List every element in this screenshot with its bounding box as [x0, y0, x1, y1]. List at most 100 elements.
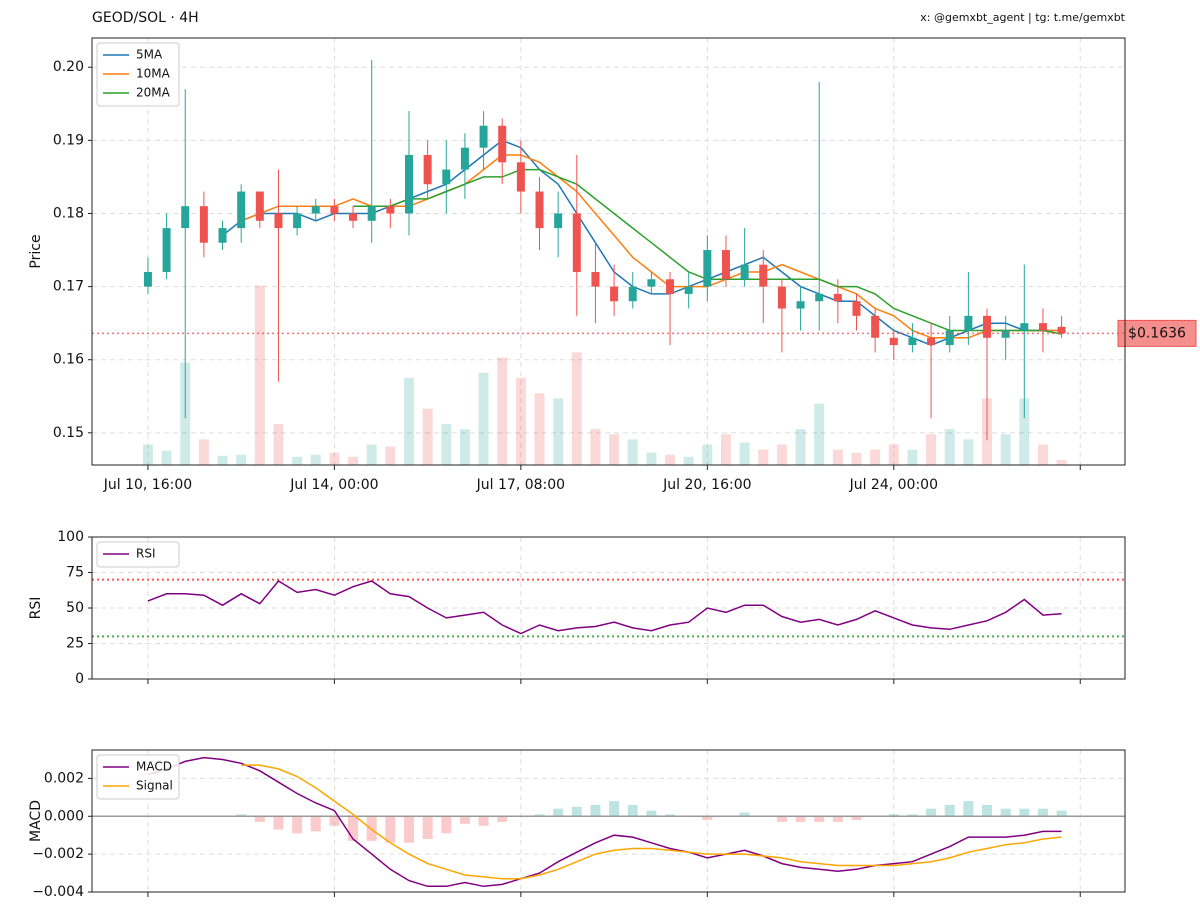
histogram-bar	[702, 816, 713, 821]
histogram-bar	[590, 804, 601, 817]
volume-bar	[515, 377, 526, 465]
volume-bar	[832, 449, 843, 465]
volume-bar	[1000, 434, 1011, 465]
histogram-bar	[907, 814, 918, 817]
y-axis-label: RSI	[28, 597, 44, 620]
volume-bar	[627, 439, 638, 465]
volume-bar	[161, 450, 172, 465]
volume-bar	[403, 377, 414, 465]
last-price-label: $0.1636	[1128, 325, 1186, 341]
volume-bar	[944, 429, 955, 465]
candle-body	[404, 154, 413, 214]
volume-bar	[366, 444, 377, 465]
histogram-bar	[1037, 808, 1048, 817]
volume-bar	[665, 454, 676, 465]
volume-bar	[609, 434, 620, 465]
candle-body	[927, 337, 936, 346]
volume-bar	[851, 452, 862, 465]
candle-body	[460, 147, 469, 170]
y-tick-label: 0.15	[53, 425, 84, 441]
candle-body	[479, 125, 488, 148]
histogram-bar	[459, 816, 470, 824]
histogram-bar	[329, 816, 340, 826]
x-tick-label: Jul 10, 16:00	[103, 477, 192, 493]
volume-bar	[142, 444, 153, 465]
candle-body	[218, 228, 227, 243]
y-tick-label: 0.19	[53, 132, 84, 148]
candle-body	[647, 279, 656, 287]
candle-body	[666, 279, 675, 294]
candle-body	[815, 293, 824, 302]
histogram-bar	[609, 801, 620, 817]
volume-bar	[888, 444, 899, 465]
volume-bar	[422, 408, 433, 465]
legend-label: Signal	[136, 779, 173, 793]
volume-bar	[571, 352, 582, 465]
histogram-bar	[1019, 808, 1030, 817]
volume-bar	[236, 454, 247, 465]
legend-box	[96, 541, 180, 568]
candle-body	[964, 315, 973, 331]
y-tick-label: 0.17	[53, 279, 84, 295]
histogram-bar	[646, 810, 657, 817]
volume-bar	[198, 439, 209, 465]
histogram-bar	[888, 814, 899, 817]
candle-body	[945, 330, 954, 346]
histogram-bar	[944, 804, 955, 817]
plot-frame	[91, 536, 1126, 680]
volume-bar	[459, 429, 470, 465]
candle-body	[628, 286, 637, 302]
histogram-bar	[310, 816, 321, 832]
plot-frame	[91, 749, 1126, 893]
candle-body	[293, 213, 302, 229]
volume-bar	[1037, 444, 1048, 465]
histogram-bar	[422, 816, 433, 839]
legend-label: 10MA	[136, 67, 171, 81]
histogram-bar	[926, 808, 937, 817]
candle-body	[908, 337, 917, 346]
volume-bar	[497, 357, 508, 465]
histogram-bar	[348, 816, 359, 841]
histogram-bar	[814, 816, 825, 822]
histogram-bar	[963, 801, 974, 817]
legend-box	[96, 42, 180, 107]
candle-body	[535, 191, 544, 229]
histogram-bar	[832, 816, 843, 822]
candle-body	[871, 315, 880, 338]
histogram-bar	[739, 812, 750, 817]
legend-label: MACD	[136, 760, 172, 774]
candle-body	[777, 286, 786, 309]
histogram-bar	[273, 816, 284, 830]
volume-bar	[739, 442, 750, 465]
volume-bar	[273, 424, 284, 465]
candle-body	[237, 191, 246, 229]
candle-body	[852, 301, 861, 316]
last-price-box	[1117, 319, 1197, 347]
volume-bar	[534, 393, 545, 465]
volume-bar	[702, 444, 713, 465]
candle-body	[983, 315, 992, 338]
series-line	[222, 139, 1062, 346]
histogram-bar	[441, 816, 452, 834]
candle-body	[181, 206, 190, 229]
y-tick-label: −0.002	[32, 846, 84, 862]
y-tick-label: 50	[66, 600, 84, 616]
candle-body	[889, 337, 898, 346]
x-tick-label: Jul 14, 00:00	[289, 477, 378, 493]
histogram-bar	[292, 816, 303, 834]
volume-bar	[590, 429, 601, 465]
candle-body	[572, 213, 581, 272]
candle-body	[498, 125, 507, 163]
candle-body	[554, 213, 563, 229]
candle-body	[330, 206, 339, 214]
volume-bar	[646, 452, 657, 465]
candle-body	[386, 206, 395, 214]
candle-body	[516, 162, 525, 192]
volume-bar	[720, 434, 731, 465]
candle-body	[1057, 326, 1066, 334]
x-tick-label: Jul 24, 00:00	[849, 477, 938, 493]
candle-body	[1038, 323, 1047, 331]
legend-label: 5MA	[136, 48, 163, 62]
series-line	[147, 756, 1062, 888]
candle-body	[349, 213, 358, 221]
